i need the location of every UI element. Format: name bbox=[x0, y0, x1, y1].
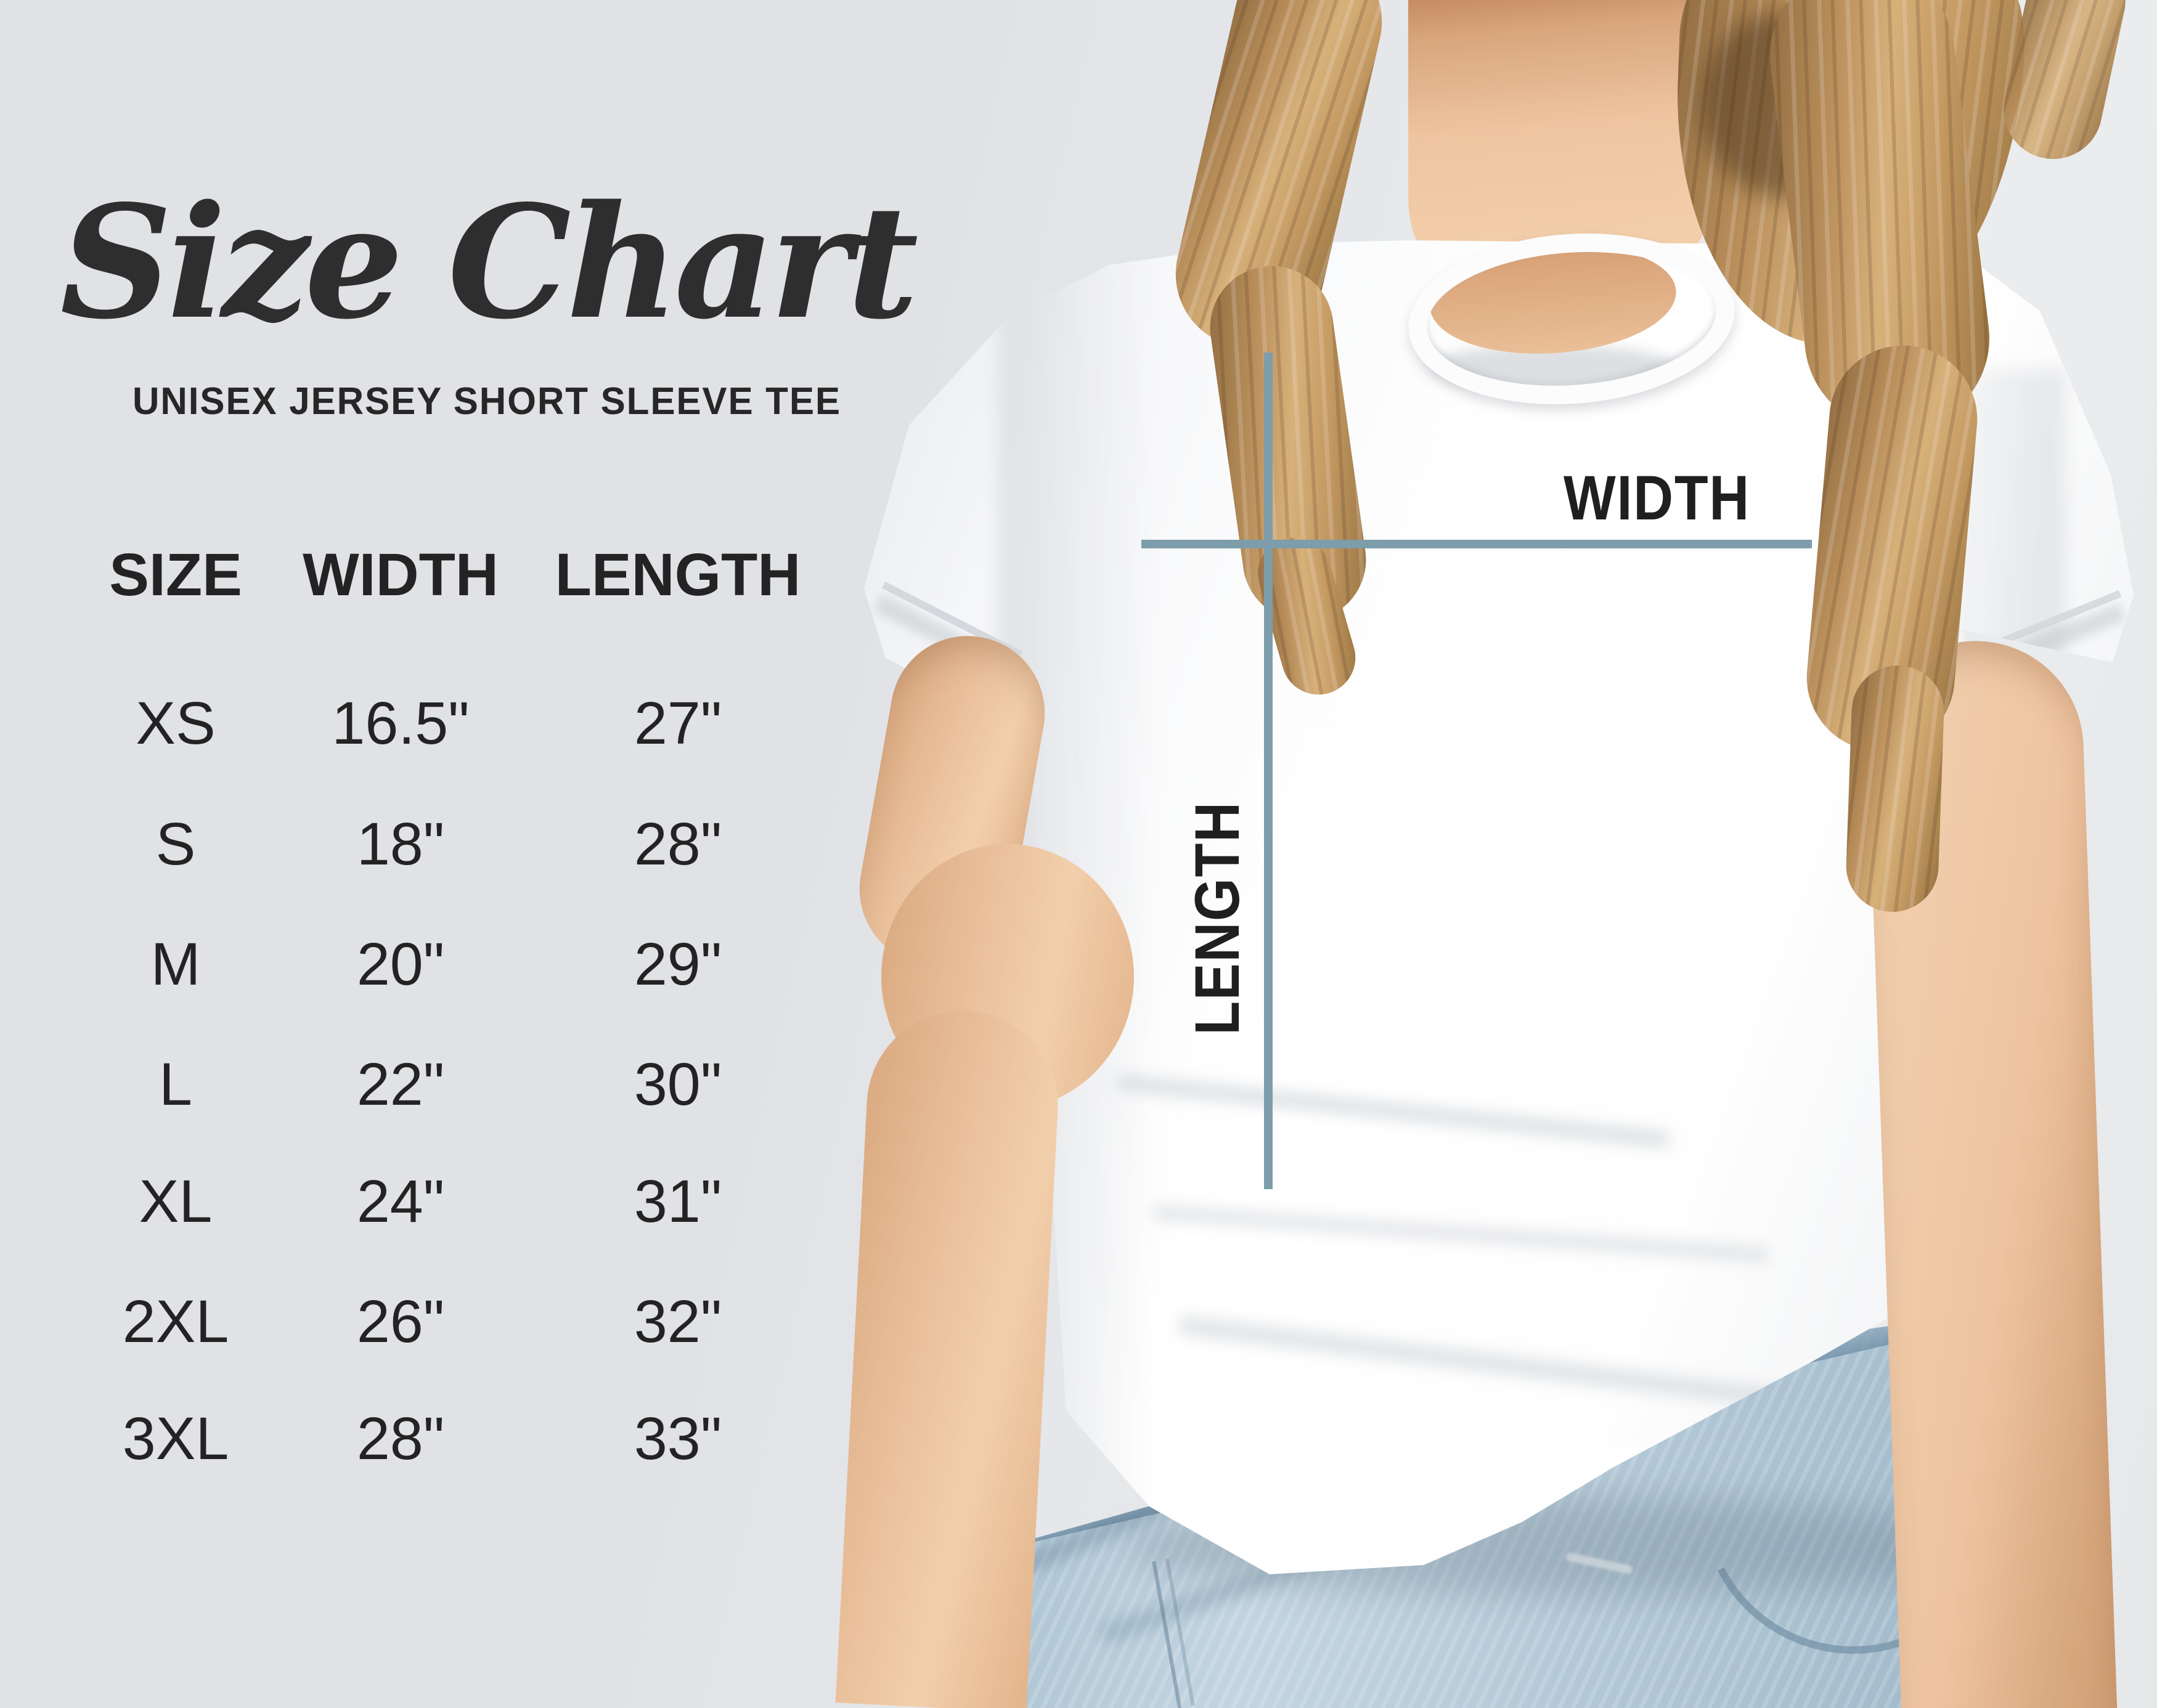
column-header-width: WIDTH bbox=[303, 541, 499, 608]
cell-length: 33" bbox=[634, 1405, 722, 1472]
width-measure-line bbox=[1141, 540, 1812, 548]
cell-size: M bbox=[150, 930, 201, 998]
cell-size: 3XL bbox=[122, 1405, 229, 1472]
column-header-length: LENGTH bbox=[555, 541, 801, 608]
cell-size: L bbox=[159, 1051, 192, 1118]
column-header-size: SIZE bbox=[109, 541, 242, 608]
cell-width: 16.5" bbox=[332, 689, 470, 757]
cell-size: S bbox=[155, 810, 196, 877]
cell-width: 20" bbox=[356, 930, 445, 998]
table-row-xl: XL 24" 31" bbox=[0, 1165, 961, 1238]
size-table-header: SIZE WIDTH LENGTH bbox=[0, 538, 961, 612]
cell-width: 18" bbox=[356, 810, 445, 877]
cell-length: 29" bbox=[634, 930, 722, 998]
shirt-wrinkle bbox=[1178, 1316, 1823, 1412]
table-row-2xl: 2XL 26" 32" bbox=[0, 1285, 961, 1359]
cell-width: 24" bbox=[356, 1168, 445, 1235]
table-row-l: L 22" 30" bbox=[0, 1047, 961, 1121]
table-row-3xl: 3XL 28" 33" bbox=[0, 1402, 961, 1476]
cell-width: 26" bbox=[356, 1288, 445, 1355]
table-row-s: S 18" 28" bbox=[0, 807, 961, 881]
cell-length: 30" bbox=[634, 1051, 722, 1118]
page-title: Size Chart bbox=[60, 171, 918, 354]
length-measure-label: LENGTH bbox=[1182, 801, 1252, 1035]
table-row-xs: XS 16.5" 27" bbox=[0, 686, 961, 760]
cell-size: XS bbox=[136, 689, 216, 757]
page-subtitle: UNISEX JERSEY SHORT SLEEVE TEE bbox=[133, 380, 841, 423]
jeans-distress-mark bbox=[1565, 1551, 1634, 1575]
cell-length: 32" bbox=[634, 1288, 722, 1355]
jeans-fly-seam bbox=[1152, 1558, 1195, 1708]
cell-length: 31" bbox=[634, 1168, 722, 1235]
length-measure-line bbox=[1264, 352, 1273, 1189]
cell-width: 22" bbox=[356, 1051, 445, 1118]
hair-strand-tip-right bbox=[1845, 664, 1946, 914]
cell-length: 27" bbox=[634, 689, 722, 757]
shirt-chest-highlight bbox=[1288, 333, 1843, 887]
shirt-wrinkle bbox=[1152, 1205, 1769, 1263]
cell-length: 28" bbox=[634, 810, 722, 877]
cell-size: XL bbox=[139, 1168, 213, 1235]
table-row-m: M 20" 29" bbox=[0, 927, 961, 1001]
width-measure-label: WIDTH bbox=[1564, 463, 1750, 533]
cell-size: 2XL bbox=[122, 1288, 229, 1355]
cell-width: 28" bbox=[356, 1405, 445, 1472]
